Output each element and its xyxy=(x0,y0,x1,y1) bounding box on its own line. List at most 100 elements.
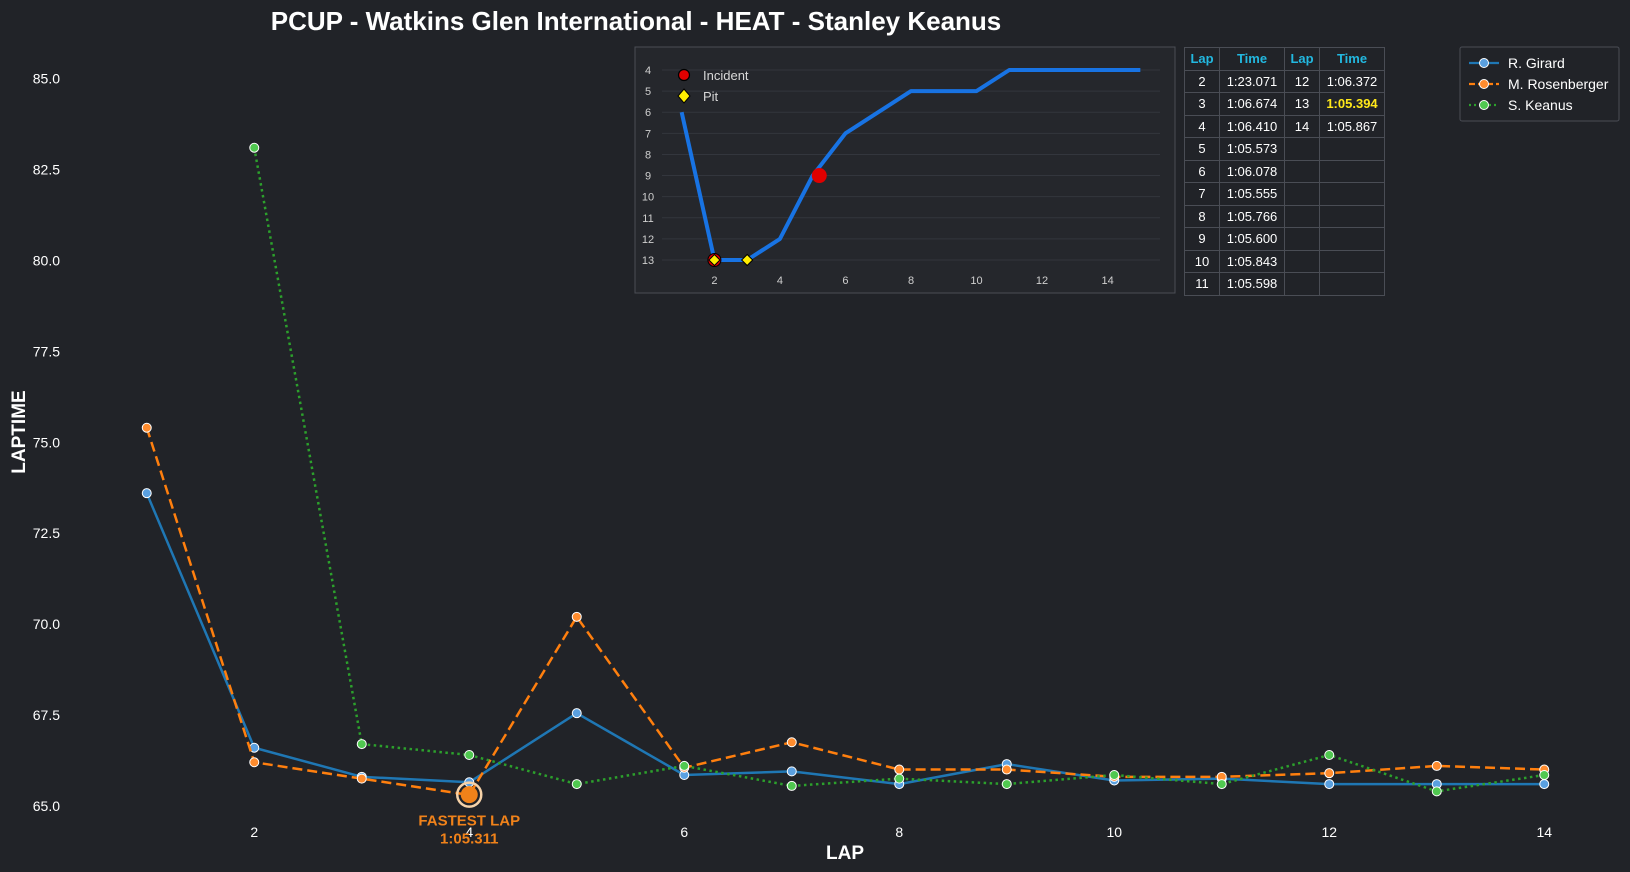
data-point xyxy=(356,739,367,750)
lap-number-cell: 5 xyxy=(1184,137,1220,161)
data-point xyxy=(1431,786,1442,797)
legend-items: R. Girard M. Rosenberger S. Keanus xyxy=(1469,55,1609,113)
main-legend: R. Girard M. Rosenberger S. Keanus xyxy=(1459,46,1620,122)
lap-time-cell: 1:05.598 xyxy=(1219,272,1285,296)
lap-number-cell: 3 xyxy=(1184,92,1220,116)
y-tick-label: 77.5 xyxy=(33,343,60,359)
series-s-keanus xyxy=(249,142,1550,797)
data-point xyxy=(1431,760,1442,771)
pit-marker xyxy=(708,253,721,267)
lap-number-cell: 6 xyxy=(1184,159,1220,183)
inset-y-tick-label: 9 xyxy=(645,171,651,183)
series-r-girard xyxy=(141,488,1550,790)
inset-y-tick-label: 10 xyxy=(642,192,654,204)
lap-time-cell: 1:05.843 xyxy=(1219,249,1285,273)
data-point xyxy=(356,773,367,784)
chart-title: PCUP - Watkins Glen International - HEAT… xyxy=(271,6,1002,36)
lap-number-cell xyxy=(1284,227,1320,251)
x-tick-label: 8 xyxy=(895,824,903,840)
fastest-lap-highlight-dot xyxy=(460,786,478,804)
lap-number-cell xyxy=(1284,249,1320,273)
data-point xyxy=(571,611,582,622)
pit-legend-icon xyxy=(677,88,691,104)
fastest-lap-time: 1:05.311 xyxy=(440,831,498,848)
inset-x-tick-label: 8 xyxy=(908,275,914,287)
lap-time-cell xyxy=(1319,272,1385,296)
inset-y-tick-label: 13 xyxy=(642,255,654,267)
lap-number-cell xyxy=(1284,204,1320,228)
data-point xyxy=(786,766,797,777)
lap-time-cell: 1:06.372 xyxy=(1319,69,1385,93)
lap-time-cell: 1:05.766 xyxy=(1219,204,1285,228)
data-point xyxy=(249,142,260,153)
legend-marker xyxy=(1479,58,1489,68)
lap-number-cell: 2 xyxy=(1184,69,1220,93)
inset-y-tick-label: 11 xyxy=(642,213,653,225)
lap-number-cell: 11 xyxy=(1184,272,1220,296)
data-point xyxy=(786,737,797,748)
data-point xyxy=(1109,770,1120,780)
data-point xyxy=(1324,779,1335,790)
inset-y-tick-label: 4 xyxy=(645,65,651,77)
x-axis-label: LAP xyxy=(826,843,864,864)
lap-number-cell: 4 xyxy=(1184,114,1220,138)
y-tick-label: 67.5 xyxy=(33,707,60,723)
table-row: 5 1:05.573 xyxy=(1184,137,1385,161)
table-row: 4 1:06.410 14 1:05.867 xyxy=(1184,114,1385,138)
lap-number-cell: 14 xyxy=(1284,114,1320,138)
inset-y-tick-label: 5 xyxy=(645,86,651,98)
x-tick-label: 6 xyxy=(680,824,688,840)
data-point xyxy=(894,764,905,775)
lap-time-cell: 1:06.674 xyxy=(1219,92,1285,116)
pit-marker xyxy=(740,253,754,267)
legend-marker xyxy=(1479,100,1489,110)
legend-frame xyxy=(1459,46,1620,122)
table-row: 2 1:23.071 12 1:06.372 xyxy=(1184,69,1385,93)
series-line xyxy=(145,492,1545,786)
lap-time-cell: 1:06.078 xyxy=(1219,159,1285,183)
table-row: 9 1:05.600 xyxy=(1184,227,1385,251)
data-point xyxy=(249,757,260,768)
lap-number-cell xyxy=(1284,137,1320,161)
inset-y-ticks: 4 5 6 7 8 9 10 11 12 13 xyxy=(642,65,654,267)
data-point xyxy=(1539,770,1550,780)
series-layer xyxy=(141,142,1550,800)
x-tick-label: 14 xyxy=(1536,824,1552,840)
lap-number-cell: 7 xyxy=(1184,182,1220,206)
x-tick-label: 10 xyxy=(1106,824,1122,840)
incident-legend-label: Incident xyxy=(703,68,749,83)
legend-label: S. Keanus xyxy=(1508,97,1573,113)
series-line xyxy=(145,427,1545,797)
x-tick-label: 4 xyxy=(465,824,473,840)
lap-number-cell: 12 xyxy=(1284,69,1320,93)
x-tick-label: 2 xyxy=(250,824,258,840)
data-point xyxy=(786,780,797,791)
lap-number-cell xyxy=(1284,182,1320,206)
inset-legend: Incident Pit xyxy=(677,68,749,104)
y-axis-label: LAPTIME xyxy=(9,390,30,473)
lap-time-cell xyxy=(1319,227,1385,251)
data-point xyxy=(1539,779,1550,790)
fastest-lap-label: FASTEST LAP xyxy=(418,813,520,830)
incident-legend-icon xyxy=(677,68,691,82)
inset-x-tick-label: 4 xyxy=(777,275,783,287)
lap-time-cell: 1:05.600 xyxy=(1219,227,1285,251)
inset-x-tick-label: 10 xyxy=(970,275,982,287)
table-row: 7 1:05.555 xyxy=(1184,182,1385,206)
inset-y-tick-label: 7 xyxy=(645,128,651,140)
table-row: 6 1:06.078 xyxy=(1184,159,1385,183)
lap-time-cell: 1:05.573 xyxy=(1219,137,1285,161)
lap-time-cell: 1:05.867 xyxy=(1319,114,1385,138)
y-tick-label: 75.0 xyxy=(33,434,60,450)
data-point xyxy=(571,779,582,790)
header-lap: Lap xyxy=(1284,47,1320,71)
data-point xyxy=(1001,764,1012,775)
series-m-rosenberger xyxy=(141,422,1550,800)
data-point xyxy=(464,750,475,760)
data-point xyxy=(1324,750,1335,760)
incident-marker xyxy=(811,168,827,184)
header-time: Time xyxy=(1219,47,1285,71)
lap-number-cell xyxy=(1284,159,1320,183)
lap-number-cell xyxy=(1284,272,1320,296)
